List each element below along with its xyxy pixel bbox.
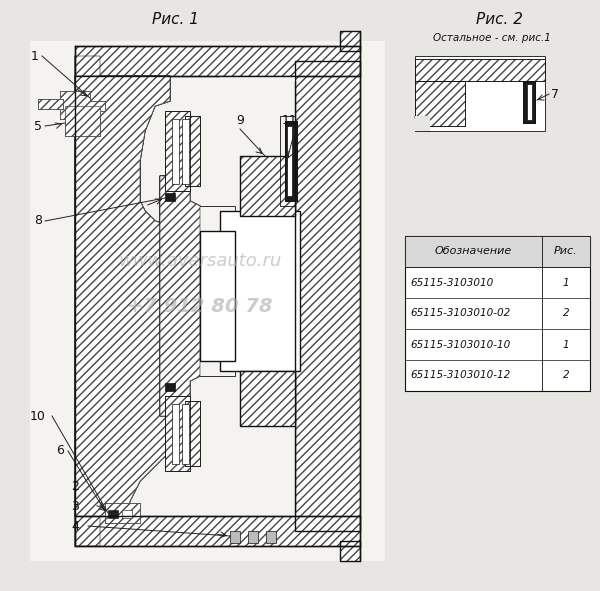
Bar <box>220 211 300 371</box>
Text: 65115-3103010-12: 65115-3103010-12 <box>410 371 510 381</box>
Polygon shape <box>160 176 200 416</box>
Text: 65115-3103010-02: 65115-3103010-02 <box>410 309 510 319</box>
Bar <box>200 231 235 361</box>
Bar <box>65 106 100 136</box>
Bar <box>415 81 465 126</box>
Text: +7 912 80 78: +7 912 80 78 <box>127 297 273 316</box>
Text: 5: 5 <box>34 119 42 132</box>
Text: 1: 1 <box>563 339 569 349</box>
Polygon shape <box>75 56 170 546</box>
Bar <box>185 116 200 186</box>
Bar <box>523 81 535 123</box>
Bar <box>295 61 360 531</box>
Text: 8: 8 <box>34 215 42 228</box>
Polygon shape <box>75 56 170 546</box>
Text: 9: 9 <box>236 115 244 128</box>
Text: Рис. 2: Рис. 2 <box>476 12 523 28</box>
Bar <box>285 121 297 201</box>
Bar <box>266 531 276 543</box>
Text: Рис.: Рис. <box>554 246 578 256</box>
Bar <box>172 404 179 464</box>
Polygon shape <box>60 91 105 119</box>
Bar <box>75 46 360 76</box>
Bar <box>160 176 295 416</box>
Text: 1: 1 <box>31 50 39 63</box>
Text: 2: 2 <box>71 479 79 492</box>
Bar <box>240 156 295 216</box>
Bar <box>65 106 100 136</box>
Bar <box>38 99 63 109</box>
Bar <box>185 401 200 466</box>
Text: Рис. 1: Рис. 1 <box>151 12 199 28</box>
Text: www.aversauto.ru: www.aversauto.ru <box>118 252 281 270</box>
Bar <box>105 503 140 523</box>
Bar <box>30 41 385 561</box>
Bar <box>220 376 295 511</box>
Bar <box>75 516 360 546</box>
Bar <box>75 516 360 546</box>
Text: 4: 4 <box>71 519 79 532</box>
Bar <box>185 401 200 466</box>
Bar <box>172 119 179 184</box>
Text: 2: 2 <box>563 309 569 319</box>
Bar <box>340 541 360 561</box>
Text: 10: 10 <box>30 410 46 423</box>
Bar <box>220 76 295 196</box>
Text: 65115-3103010: 65115-3103010 <box>410 278 493 287</box>
Polygon shape <box>75 76 170 516</box>
Bar <box>38 99 63 109</box>
Bar <box>240 371 295 426</box>
Polygon shape <box>75 76 170 516</box>
Text: 3: 3 <box>71 499 79 512</box>
Text: 7: 7 <box>551 87 559 100</box>
Bar <box>182 119 189 184</box>
Bar <box>190 206 235 376</box>
Bar <box>165 193 175 201</box>
Bar <box>165 396 190 471</box>
Bar <box>340 541 360 561</box>
Text: 6: 6 <box>56 444 64 457</box>
Bar <box>415 59 545 81</box>
Bar <box>240 371 295 426</box>
Text: 1: 1 <box>563 278 569 287</box>
Bar <box>75 46 360 76</box>
Bar <box>415 59 545 81</box>
Bar <box>182 404 189 464</box>
Bar <box>415 116 430 131</box>
Bar <box>280 116 295 206</box>
Bar <box>185 116 200 186</box>
Bar <box>340 31 360 51</box>
Bar <box>235 216 295 371</box>
Polygon shape <box>160 176 200 416</box>
Bar <box>165 383 175 391</box>
Bar <box>295 61 360 531</box>
Bar <box>108 510 118 518</box>
Text: 65115-3103010-10: 65115-3103010-10 <box>410 339 510 349</box>
Bar <box>165 111 190 191</box>
Bar <box>527 84 532 120</box>
Bar <box>105 503 140 523</box>
Polygon shape <box>60 91 105 119</box>
Bar <box>230 531 240 543</box>
Bar <box>122 510 132 518</box>
Bar <box>240 156 295 216</box>
Bar <box>405 236 590 267</box>
Text: 2: 2 <box>563 371 569 381</box>
Bar <box>165 111 190 191</box>
Bar <box>285 121 297 201</box>
Bar <box>248 531 258 543</box>
Text: Обозначение: Обозначение <box>435 246 512 256</box>
Text: Остальное - см. рис.1: Остальное - см. рис.1 <box>433 33 551 43</box>
Bar <box>287 126 292 196</box>
Bar <box>340 31 360 51</box>
Bar <box>165 396 190 471</box>
Text: 11: 11 <box>282 115 298 128</box>
Bar <box>415 56 545 131</box>
Bar <box>415 81 465 126</box>
Bar <box>405 236 590 391</box>
Bar <box>523 81 535 123</box>
